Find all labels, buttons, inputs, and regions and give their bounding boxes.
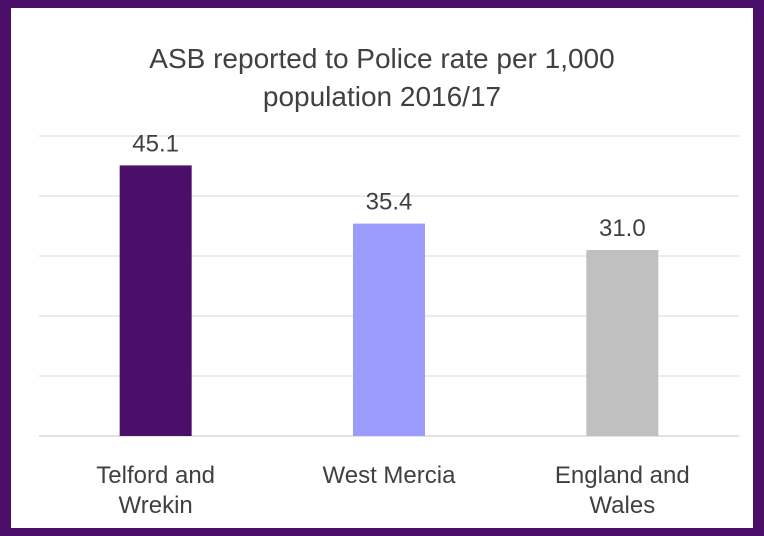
x-tick-label-line: England and [555, 462, 690, 489]
data-label: 35.4 [366, 189, 413, 216]
x-tick-label-line: Wrekin [119, 492, 193, 519]
bar [119, 165, 192, 436]
chart-title-line-1: ASB reported to Police rate per 1,000 [149, 43, 615, 74]
bar [586, 250, 659, 436]
x-tick-label-line: West Mercia [323, 462, 457, 489]
chart-title-line-2: population 2016/17 [262, 81, 502, 112]
x-tick-label: Telford and Wrekin [96, 462, 215, 519]
data-label: 45.1 [132, 130, 179, 157]
x-tick-label: West Mercia [323, 462, 457, 489]
bar [353, 223, 425, 436]
x-tick-label: England and Wales [555, 462, 690, 519]
bar-chart-plot: 45.1 Telford and Wrekin 35.4 West Mercia 31.0… [39, 130, 739, 519]
data-label: 31.0 [599, 215, 646, 242]
x-tick-label-line: Telford and [96, 462, 215, 489]
x-tick-label-line: Wales [589, 492, 655, 519]
chart-title: ASB reported to Police rate per 1,000 po… [11, 40, 753, 116]
chart-panel: ASB reported to Police rate per 1,000 po… [11, 8, 753, 528]
